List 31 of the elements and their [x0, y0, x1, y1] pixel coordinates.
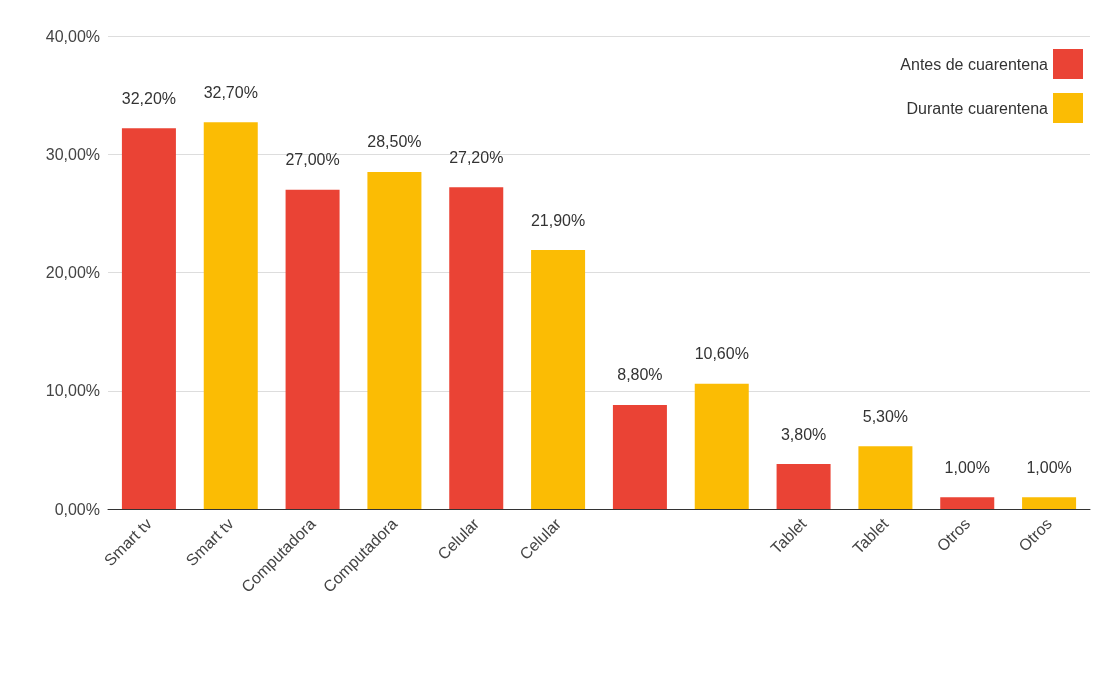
bar [121, 128, 176, 509]
legend-label: Durante cuarentena [906, 99, 1049, 117]
y-tick-label: 0,00% [54, 500, 100, 518]
data-label: 8,80% [617, 366, 663, 384]
data-label: 32,20% [121, 89, 177, 107]
y-tick-label: 10,00% [45, 382, 100, 400]
bar [203, 122, 258, 509]
bar [694, 383, 749, 509]
data-label: 5,30% [862, 407, 909, 425]
data-label: 27,20% [449, 148, 504, 166]
y-tick-label: 30,00% [45, 145, 100, 163]
data-label: 1,00% [944, 458, 990, 476]
data-label: 27,00% [285, 151, 340, 169]
bar [1022, 497, 1077, 509]
bar [531, 250, 586, 509]
bar [449, 187, 504, 509]
bar [776, 464, 831, 509]
bar [612, 404, 667, 509]
bar [285, 189, 340, 509]
data-label: 28,50% [367, 133, 422, 151]
y-tick-label: 20,00% [45, 264, 100, 281]
data-label: 32,70% [203, 83, 258, 101]
data-label: 21,90% [530, 211, 586, 229]
bar [940, 497, 995, 509]
legend-label: Antes de cuarentena [900, 55, 1049, 73]
data-label: 3,80% [780, 425, 827, 443]
data-label: 10,60% [694, 345, 749, 363]
data-label: 1,00% [1026, 458, 1072, 476]
bar [367, 171, 422, 509]
y-tick-label: 40,00% [45, 27, 100, 45]
bar [858, 446, 913, 509]
